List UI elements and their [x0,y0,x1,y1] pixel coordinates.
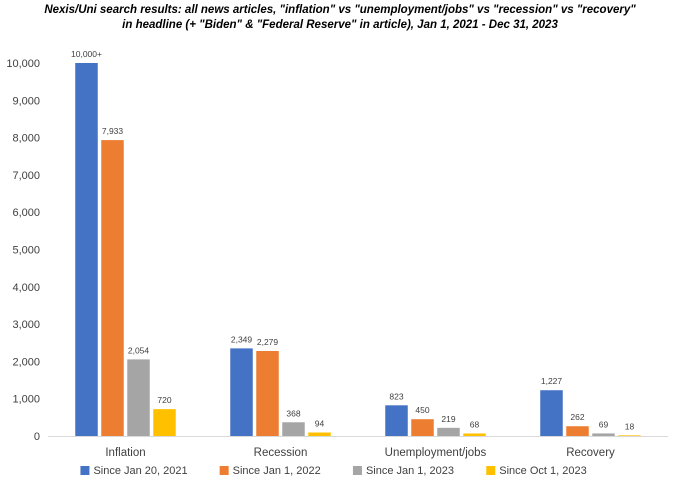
data-label: 68 [470,419,480,429]
bar [411,419,434,436]
data-label: 2,349 [231,334,253,344]
x-category-label: Unemployment/jobs [385,447,487,459]
data-label: 219 [441,414,455,424]
legend-swatch [486,466,496,475]
data-label: 7,933 [102,126,124,136]
data-label: 450 [415,405,429,415]
data-label: 1,227 [541,376,563,386]
y-tick-label: 2,000 [12,356,40,368]
y-tick-label: 4,000 [12,282,40,294]
data-label: 368 [286,408,300,418]
data-label: 2,054 [128,345,150,355]
data-labels: 10,000+ 7,933 2,054 720 2,349 2,279 368 94 823 45… [71,49,634,431]
bar [256,350,279,436]
chart-title: Nexis/Uni search results: all news artic… [44,4,636,31]
legend-swatch [219,466,229,475]
bar [385,405,408,436]
chart-title-line-1: Nexis/Uni search results: all news artic… [44,4,636,16]
x-axis: Inflation Recession Unemployment/jobs Recov… [48,436,668,459]
bar [230,348,253,436]
legend-swatch [352,466,362,475]
x-category-label: Inflation [105,447,145,459]
bar [437,427,460,436]
legend: Since Jan 20, 2021 Since Jan 1, 2022 Since… [80,465,587,477]
bar [282,422,305,436]
y-tick-label: 6,000 [12,207,40,219]
bar [592,433,615,436]
chart-title-line-2: in headline (+ "Biden" & "Federal Reserv… [122,19,558,31]
data-label: 720 [157,395,171,405]
bar [618,435,641,436]
legend-label: Since Jan 20, 2021 [93,465,187,477]
y-tick-label: 0 [34,431,40,443]
bar [153,409,176,436]
x-category-label: Recovery [566,447,615,459]
y-axis: 0 1,000 2,000 3,000 4,000 5,000 6,000 7,000 8,00… [6,58,40,443]
y-tick-label: 1,000 [12,394,40,406]
x-category-label: Recession [254,447,308,459]
bar [308,432,331,436]
data-label: 823 [389,391,403,401]
legend-label: Since Jan 1, 2022 [233,465,321,477]
bar [463,433,486,436]
y-tick-label: 5,000 [12,245,40,257]
bar [101,140,124,436]
legend-swatch [80,466,90,475]
data-label: 10,000+ [71,49,102,59]
y-tick-label: 7,000 [12,170,40,182]
y-tick-label: 3,000 [12,319,40,331]
y-tick-label: 10,000 [6,58,40,70]
legend-label: Since Jan 1, 2023 [366,465,454,477]
bar [540,390,563,436]
data-label: 18 [625,421,635,431]
data-label: 94 [315,418,325,428]
bar [127,359,150,436]
legend-label: Since Oct 1, 2023 [499,465,586,477]
data-label: 69 [599,419,609,429]
bar-marks [75,63,641,436]
bar [75,63,98,436]
y-tick-label: 8,000 [12,133,40,145]
data-label: 2,279 [257,337,279,347]
data-label: 262 [570,412,584,422]
y-tick-label: 9,000 [12,95,40,107]
bar [566,426,589,436]
